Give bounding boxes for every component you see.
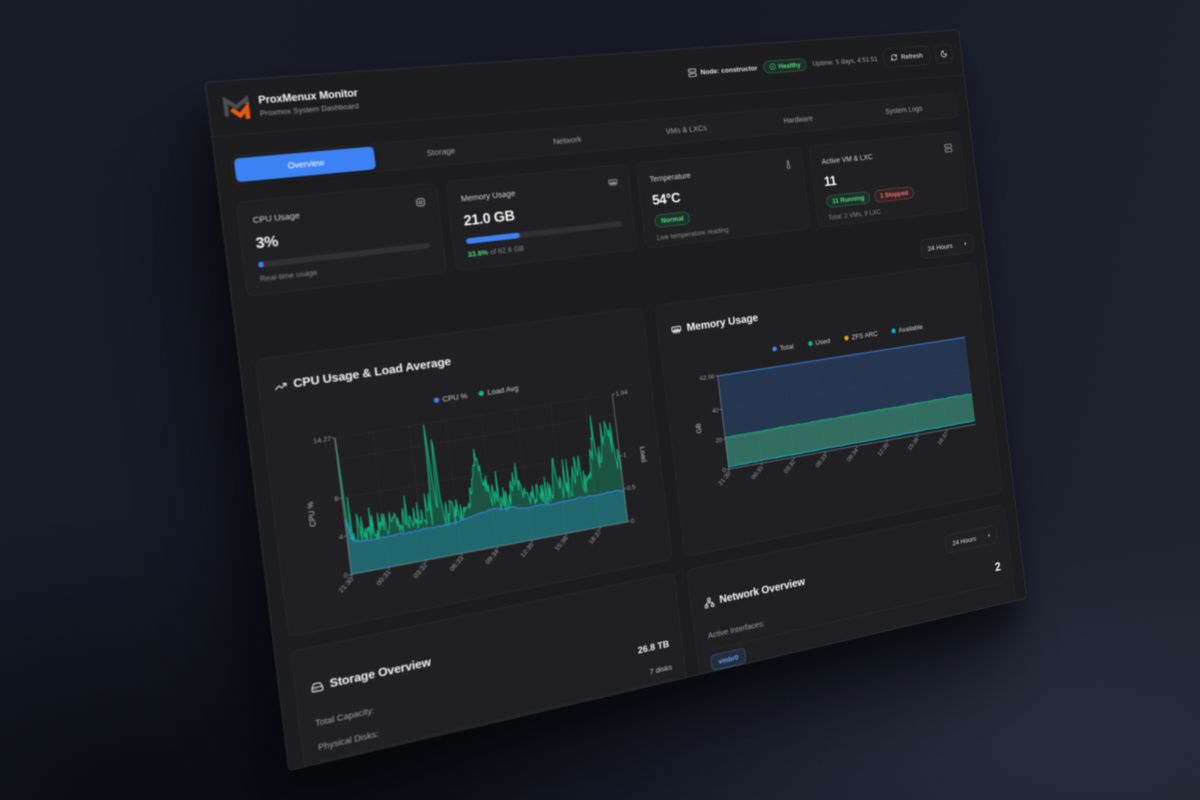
svg-text:0.5: 0.5 [626, 483, 635, 492]
svg-text:14.27: 14.27 [313, 434, 332, 445]
svg-text:06:33: 06:33 [814, 452, 828, 468]
svg-text:8: 8 [334, 494, 339, 503]
svg-text:GB: GB [694, 422, 703, 434]
svg-text:03:32: 03:32 [411, 561, 429, 579]
svg-text:0: 0 [343, 571, 348, 580]
svg-text:CPU %: CPU % [305, 500, 318, 527]
svg-text:18:37: 18:37 [936, 430, 949, 446]
svg-text:Load: Load [638, 446, 648, 463]
svg-text:21:30: 21:30 [337, 575, 355, 594]
svg-text:15:36: 15:36 [553, 534, 570, 552]
svg-text:12:35: 12:35 [876, 441, 890, 457]
svg-text:20: 20 [715, 436, 722, 445]
svg-text:09:34: 09:34 [845, 447, 859, 463]
svg-text:18:37: 18:37 [587, 528, 603, 545]
svg-text:0: 0 [722, 466, 726, 474]
svg-text:12:35: 12:35 [519, 541, 536, 559]
svg-text:62.56: 62.56 [699, 372, 715, 382]
svg-text:15:36: 15:36 [906, 436, 920, 452]
svg-text:1: 1 [623, 451, 627, 459]
svg-text:4: 4 [339, 533, 344, 542]
svg-text:03:32: 03:32 [782, 458, 797, 474]
svg-text:1.94: 1.94 [615, 388, 628, 397]
svg-text:06:33: 06:33 [448, 554, 465, 572]
svg-text:21:30: 21:30 [717, 470, 732, 487]
svg-text:00:31: 00:31 [750, 464, 765, 481]
svg-text:40: 40 [712, 406, 719, 414]
svg-text:0: 0 [630, 517, 634, 525]
svg-text:00:31: 00:31 [374, 568, 392, 586]
svg-text:09:34: 09:34 [483, 548, 500, 566]
